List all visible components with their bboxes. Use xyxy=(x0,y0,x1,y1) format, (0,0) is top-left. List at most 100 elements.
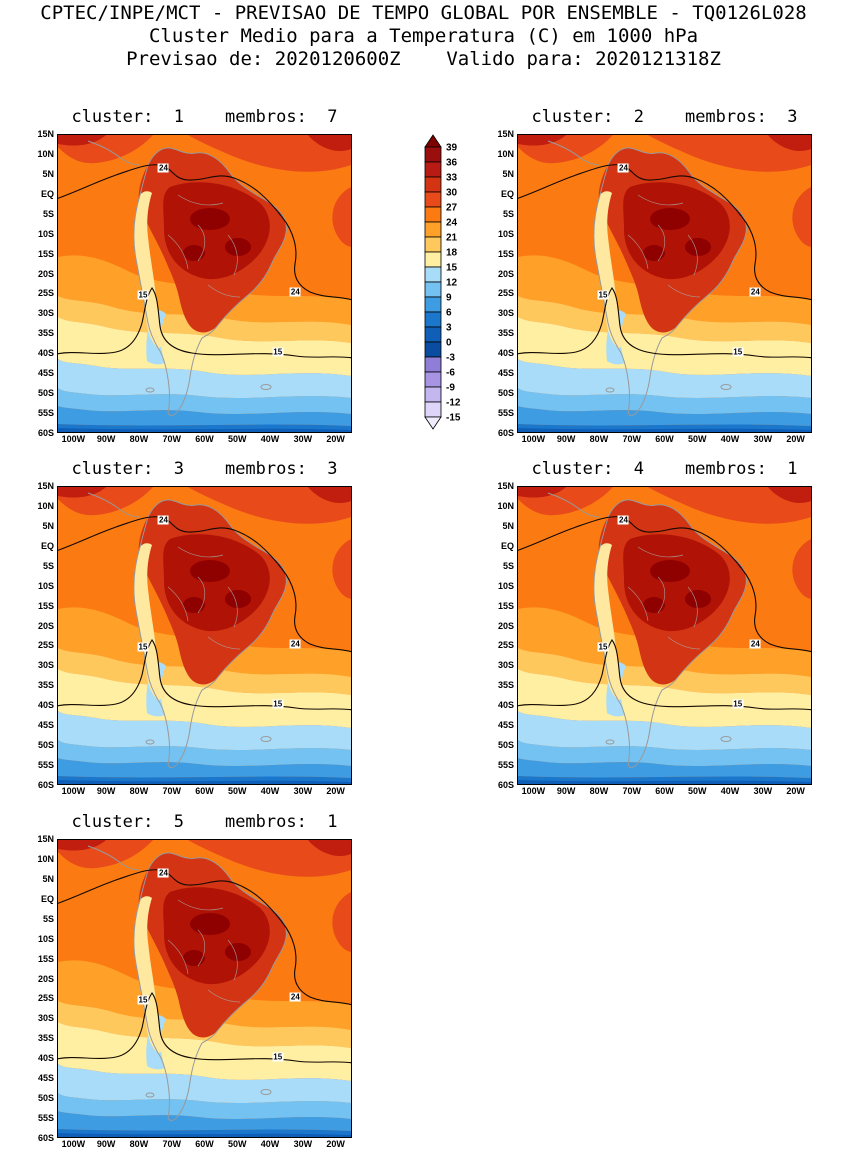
longitude-axis: 100W 90W 80W 70W 60W 50W 40W 30W 20W xyxy=(517,785,812,798)
lat-tick-label: 50S xyxy=(497,388,514,399)
contour-label: 15 xyxy=(272,1052,284,1062)
lon-tick-label: 90W xyxy=(96,434,116,444)
contour-label: 15 xyxy=(732,699,744,709)
panel-title: cluster: 2 membros: 3 xyxy=(531,107,798,127)
colorbar-tick-label: 9 xyxy=(446,293,452,304)
latitude-axis: 15N 10N 5N EQ 5S 10S 15S 20S 25S 30S 35S 40S 45S 50S 5… xyxy=(489,481,517,790)
lat-tick-label: 55S xyxy=(497,760,514,771)
south-america-temperature-map-svg xyxy=(518,135,811,432)
lon-tick-label: 30W xyxy=(753,434,773,444)
lon-tick-label: 90W xyxy=(96,786,116,796)
lat-tick-label: 40S xyxy=(37,700,54,711)
lat-tick-label: 10S xyxy=(37,580,54,591)
colorbar-cell xyxy=(424,281,442,298)
lat-tick-label: 55S xyxy=(37,760,54,771)
lat-tick-label: 40S xyxy=(497,348,514,359)
lat-tick-label: 35S xyxy=(37,328,54,339)
lon-tick-label: 80W xyxy=(129,434,149,444)
map-canvas: 24 15 24 15 xyxy=(57,486,352,785)
lat-tick-label: 45S xyxy=(497,368,514,379)
lat-tick-label: 10N xyxy=(497,500,514,511)
lat-tick-label: 55S xyxy=(497,408,514,419)
lat-tick-label: 10S xyxy=(497,580,514,591)
contour-label: 24 xyxy=(749,287,761,297)
lat-tick-label: 5N xyxy=(502,520,514,531)
colorbar-tick-label: -15 xyxy=(446,413,461,424)
colorbar-cell xyxy=(424,236,442,253)
lat-tick-label: 20S xyxy=(37,620,54,631)
lon-tick-label: 30W xyxy=(293,1139,313,1149)
lat-tick-label: 15N xyxy=(497,481,514,491)
contour-label: 15 xyxy=(272,699,284,709)
south-america-temperature-map-svg xyxy=(58,840,351,1137)
lon-tick-label: 20W xyxy=(786,786,805,796)
lon-tick-label: 90W xyxy=(556,434,576,444)
lat-tick-label: 35S xyxy=(497,328,514,339)
contour-label: 15 xyxy=(272,347,284,357)
lat-tick-label: 5S xyxy=(42,208,54,219)
colorbar-tick-label: 33 xyxy=(446,173,458,184)
contour-label: 15 xyxy=(597,642,609,652)
map-canvas: 24 15 24 15 xyxy=(57,134,352,433)
lon-tick-label: 60W xyxy=(655,434,674,444)
colorbar-cell xyxy=(424,386,442,403)
colorbar-cell xyxy=(424,221,442,238)
header-validity-line: Previsao de: 2020120600Z Valido para: 20… xyxy=(126,48,721,70)
lon-tick-label: 60W xyxy=(195,786,214,796)
colorbar-cell xyxy=(424,296,442,313)
colorbar-tick-label: 27 xyxy=(446,203,458,214)
contour-label: 24 xyxy=(289,287,301,297)
colorbar-tick-label: 18 xyxy=(446,248,458,259)
lon-tick-label: 90W xyxy=(96,1139,116,1149)
lon-tick-label: 50W xyxy=(688,434,707,444)
lon-tick-label: 70W xyxy=(162,1139,181,1149)
lon-tick-label: 50W xyxy=(228,786,247,796)
lon-tick-label: 60W xyxy=(195,434,214,444)
lat-tick-label: 15N xyxy=(37,129,54,139)
lat-tick-label: 35S xyxy=(37,680,54,691)
south-america-temperature-map-svg xyxy=(518,487,811,784)
lon-tick-label: 20W xyxy=(786,434,805,444)
lon-tick-label: 40W xyxy=(260,786,280,796)
lat-tick-label: 25S xyxy=(37,640,54,651)
lat-tick-label: 25S xyxy=(37,993,54,1004)
lat-tick-label: 50S xyxy=(497,740,514,751)
panel-cluster-4: cluster: 4 membros: 1 15N 10N 5N EQ 5S 10S 15S… xyxy=(489,456,812,798)
lat-tick-label: 30S xyxy=(497,308,514,319)
lat-tick-label: 5N xyxy=(42,168,54,179)
panel-title: cluster: 4 membros: 1 xyxy=(531,459,798,479)
temperature-colorbar: 39 36 33 30 27 24 21 18 15 12 9 6 3 0 -3 -6 -9 -12 -15 xyxy=(424,133,488,433)
lat-tick-label: 45S xyxy=(37,368,54,379)
lon-tick-label: 20W xyxy=(326,786,345,796)
contour-label: 24 xyxy=(618,163,629,173)
lat-tick-label: 55S xyxy=(37,1113,54,1124)
lat-tick-label: 20S xyxy=(497,268,514,279)
colorbar-arrow-up xyxy=(424,134,442,148)
lon-tick-label: 70W xyxy=(622,786,641,796)
lat-tick-label: 5S xyxy=(502,208,514,219)
lat-tick-label: 15S xyxy=(497,600,514,611)
lat-tick-label: 35S xyxy=(37,1033,54,1044)
lat-tick-label: EQ xyxy=(40,893,54,904)
lat-tick-label: 30S xyxy=(37,1013,54,1024)
lon-tick-label: 80W xyxy=(589,786,609,796)
south-america-temperature-map-svg xyxy=(58,487,351,784)
lat-tick-label: 35S xyxy=(497,680,514,691)
lat-tick-label: 15S xyxy=(37,953,54,964)
lat-tick-label: EQ xyxy=(500,188,514,199)
latitude-axis: 15N 10N 5N EQ 5S 10S 15S 20S 25S 30S 35S 40S 45S 50S 5… xyxy=(29,481,57,790)
lat-tick-label: 10S xyxy=(37,228,54,239)
lat-tick-label: 5S xyxy=(502,560,514,571)
longitude-axis: 100W 90W 80W 70W 60W 50W 40W 30W 20W xyxy=(57,433,352,446)
lat-tick-label: 10N xyxy=(37,148,54,159)
lon-tick-label: 100W xyxy=(521,434,546,444)
lat-tick-label: 30S xyxy=(37,308,54,319)
lon-tick-label: 90W xyxy=(556,786,576,796)
panel-title: cluster: 3 membros: 3 xyxy=(71,459,338,479)
lon-tick-label: 100W xyxy=(61,434,86,444)
colorbar-tick-label: -12 xyxy=(446,398,461,409)
colorbar-cell xyxy=(424,326,442,343)
lon-tick-label: 70W xyxy=(162,434,181,444)
colorbar-tick-label: 15 xyxy=(446,263,458,274)
colorbar-tick-label: 30 xyxy=(446,188,458,199)
